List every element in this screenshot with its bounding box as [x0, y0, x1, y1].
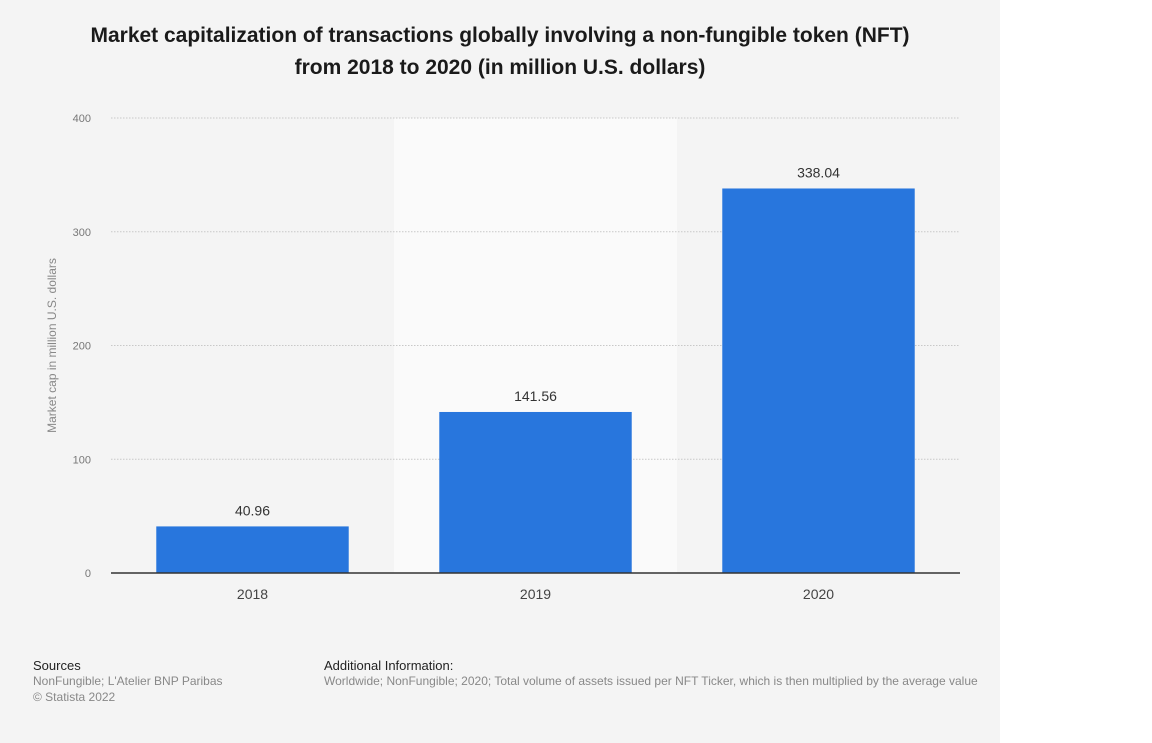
footer: Sources NonFungible; L'Atelier BNP Parib… — [33, 658, 1000, 718]
sources-heading: Sources — [33, 658, 81, 673]
chart-title-line-2: from 2018 to 2020 (in million U.S. dolla… — [294, 56, 706, 79]
data-label: 141.56 — [514, 388, 557, 404]
y-tick-label: 400 — [73, 113, 91, 125]
additional-info-text: Worldwide; NonFungible; 2020; Total volu… — [324, 674, 978, 688]
data-label: 338.04 — [797, 164, 840, 180]
copyright-text: © Statista 2022 — [33, 690, 116, 704]
additional-info-block: Additional Information: Worldwide; NonFu… — [324, 658, 1000, 689]
chart-panel: Market capitalization of transactions gl… — [0, 0, 1000, 743]
additional-info-heading: Additional Information: — [324, 658, 454, 673]
sources-text: NonFungible; L'Atelier BNP Paribas — [33, 674, 223, 688]
y-axis-title: Market cap in million U.S. dollars — [45, 258, 59, 433]
y-tick-label: 0 — [85, 568, 91, 580]
data-label: 40.96 — [235, 502, 270, 518]
bar — [156, 526, 349, 573]
x-tick-label: 2018 — [237, 586, 268, 602]
y-tick-label: 300 — [73, 227, 91, 239]
bar — [722, 188, 915, 574]
chart-title-line-1: Market capitalization of transactions gl… — [90, 24, 910, 47]
sources-block: Sources NonFungible; L'Atelier BNP Parib… — [33, 658, 223, 705]
bar — [439, 411, 632, 573]
y-tick-label: 100 — [73, 454, 91, 466]
x-tick-label: 2020 — [803, 586, 834, 602]
y-tick-label: 200 — [73, 341, 91, 353]
bar-chart: 0 100 200 300 400 40.96 2018 141.56 2019 338.04 20… — [45, 113, 960, 602]
chart-title: Market capitalization of transactions gl… — [0, 20, 1000, 84]
x-tick-label: 2019 — [520, 586, 551, 602]
